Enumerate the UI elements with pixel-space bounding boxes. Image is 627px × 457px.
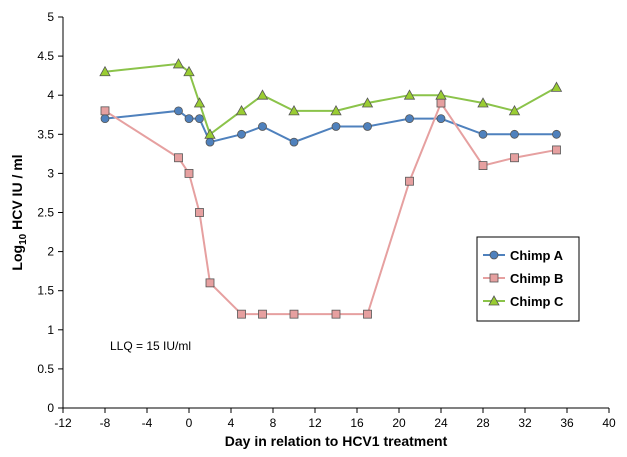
y-tick-label: 1.5 (37, 284, 54, 298)
y-ticks: 0 0.5 1 1.5 2 2.5 3 3.5 4 4.5 5 (37, 10, 63, 415)
series-chimp-a (101, 107, 561, 146)
y-tick-label: 2.5 (37, 206, 54, 220)
data-point-chimp-a (196, 115, 204, 123)
x-tick-label: 28 (476, 416, 490, 430)
data-point-chimp-b (175, 154, 183, 162)
legend-label: Chimp C (510, 294, 564, 309)
x-tick-label: -12 (54, 416, 72, 430)
data-point-chimp-b (406, 177, 414, 185)
series-chimp-c (100, 59, 562, 138)
y-tick-label: 4.5 (37, 49, 54, 63)
x-tick-label: 32 (518, 416, 532, 430)
y-tick-label: 2 (47, 245, 54, 259)
x-axis-title: Day in relation to HCV1 treatment (225, 433, 448, 449)
legend: Chimp A Chimp B Chimp C (477, 237, 579, 321)
y-axis-title-rest: HCV IU / ml (9, 154, 25, 233)
data-point-chimp-b (196, 209, 204, 217)
x-tick-label: 16 (350, 416, 364, 430)
x-ticks: -12 -8 -4 0 4 8 12 16 20 24 28 32 36 40 (54, 408, 616, 430)
y-tick-label: 4 (47, 88, 54, 102)
data-point-chimp-b (553, 146, 561, 154)
legend-marker-chimp-a (490, 251, 498, 259)
data-point-chimp-b (238, 310, 246, 318)
data-point-chimp-a (206, 138, 214, 146)
x-tick-label: 12 (308, 416, 322, 430)
data-point-chimp-b (185, 169, 193, 177)
y-axis-title: Log10 HCV IU / ml (9, 154, 29, 270)
y-axis-title-subscript: 10 (18, 233, 29, 245)
data-point-chimp-b (437, 99, 445, 107)
data-point-chimp-a (101, 115, 109, 123)
data-point-chimp-a (290, 138, 298, 146)
data-point-chimp-b (479, 162, 487, 170)
legend-marker-chimp-b (490, 274, 498, 282)
series-line-chimp-a (105, 111, 557, 142)
y-tick-label: 0.5 (37, 362, 54, 376)
x-tick-label: 4 (228, 416, 235, 430)
y-tick-label: 1 (47, 323, 54, 337)
data-point-chimp-a (332, 122, 340, 130)
y-tick-label: 3.5 (37, 127, 54, 141)
data-point-chimp-a (175, 107, 183, 115)
legend-label: Chimp B (510, 271, 563, 286)
data-point-chimp-a (364, 122, 372, 130)
x-tick-label: 36 (560, 416, 574, 430)
data-point-chimp-b (511, 154, 519, 162)
data-point-chimp-b (206, 279, 214, 287)
data-point-chimp-a (479, 130, 487, 138)
data-point-chimp-a (238, 130, 246, 138)
x-tick-label: 20 (392, 416, 406, 430)
data-point-chimp-b (290, 310, 298, 318)
x-tick-label: 24 (434, 416, 448, 430)
data-point-chimp-a (437, 115, 445, 123)
data-point-chimp-b (259, 310, 267, 318)
data-point-chimp-a (259, 122, 267, 130)
x-tick-label: 0 (186, 416, 193, 430)
data-point-chimp-c (552, 82, 562, 91)
x-tick-label: 40 (602, 416, 616, 430)
llq-annotation: LLQ = 15 IU/ml (110, 339, 191, 353)
x-tick-label: 8 (270, 416, 277, 430)
data-point-chimp-c (258, 90, 268, 99)
legend-label: Chimp A (510, 248, 564, 263)
data-point-chimp-b (332, 310, 340, 318)
data-point-chimp-a (406, 115, 414, 123)
y-axis-title-main: Log (9, 245, 25, 271)
data-point-chimp-a (185, 115, 193, 123)
data-point-chimp-b (364, 310, 372, 318)
y-tick-label: 5 (47, 10, 54, 24)
data-point-chimp-c (195, 98, 205, 107)
y-tick-label: 0 (47, 401, 54, 415)
data-point-chimp-a (553, 130, 561, 138)
data-point-chimp-a (511, 130, 519, 138)
data-point-chimp-b (101, 107, 109, 115)
series-line-chimp-c (105, 64, 557, 134)
x-tick-label: -8 (100, 416, 111, 430)
y-tick-label: 3 (47, 166, 54, 180)
x-tick-label: -4 (142, 416, 153, 430)
